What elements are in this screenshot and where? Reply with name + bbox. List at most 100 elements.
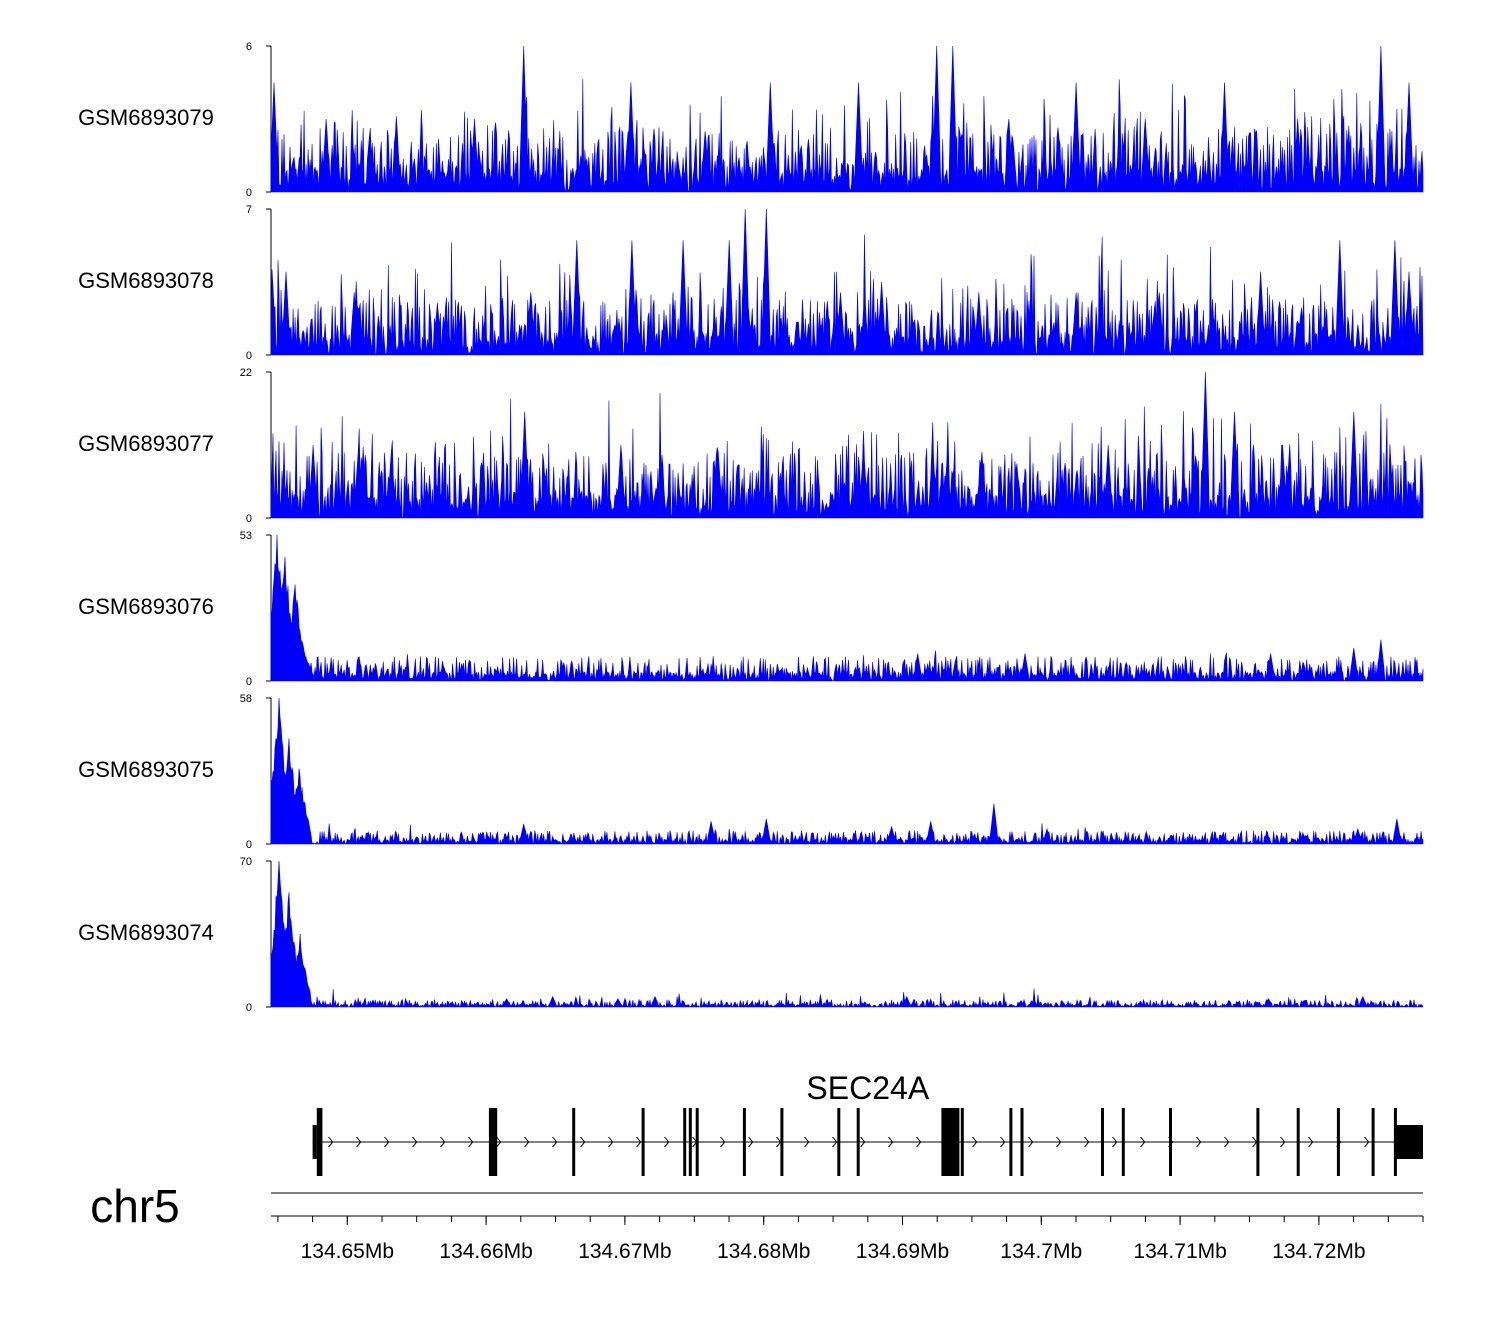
- exon: [641, 1108, 645, 1176]
- track-label: GSM6893074: [78, 920, 214, 945]
- strand-chevron: [1084, 1136, 1090, 1148]
- strand-chevron: [1224, 1136, 1230, 1148]
- strand-chevron: [524, 1136, 530, 1148]
- exon: [1009, 1108, 1013, 1176]
- signal-area: [270, 45, 1424, 193]
- track-label: GSM6893078: [78, 268, 214, 293]
- strand-chevron: [1196, 1136, 1202, 1148]
- strand-chevron: [356, 1136, 362, 1148]
- x-tick-label: 134.65Mb: [301, 1240, 394, 1263]
- strand-chevron: [1364, 1136, 1370, 1148]
- strand-chevron: [664, 1136, 670, 1148]
- y-tick-label-max: 22: [240, 367, 252, 379]
- y-tick-label-min: 0: [246, 187, 252, 199]
- chromosome-label: chr5: [90, 1180, 179, 1232]
- strand-chevron: [468, 1136, 474, 1148]
- exon: [688, 1108, 692, 1176]
- exon: [837, 1108, 841, 1176]
- strand-chevron: [1140, 1136, 1146, 1148]
- exon: [1336, 1108, 1340, 1176]
- gene-name-label: SEC24A: [806, 1070, 929, 1106]
- track-GSM6893079: GSM6893079 6 0: [78, 41, 1424, 199]
- strand-chevron: [440, 1136, 446, 1148]
- strand-chevron: [1112, 1136, 1118, 1148]
- strand-chevron: [384, 1136, 390, 1148]
- exon: [1296, 1108, 1300, 1176]
- x-tick-label: 134.67Mb: [578, 1240, 671, 1263]
- signal-tracks: GSM689307960GSM689307870GSM6893077220GSM…: [78, 41, 1424, 1014]
- y-tick-label-max: 53: [240, 530, 252, 542]
- track-label: GSM6893075: [78, 757, 214, 782]
- strand-chevron: [552, 1136, 558, 1148]
- y-tick-label-max: 6: [246, 41, 252, 53]
- exon: [960, 1108, 964, 1176]
- track-GSM6893074: GSM6893074 70 0: [78, 856, 1424, 1014]
- exon: [488, 1108, 498, 1176]
- exon: [1121, 1108, 1125, 1176]
- strand-chevron: [860, 1136, 866, 1148]
- strand-chevron: [748, 1136, 754, 1148]
- track-GSM6893077: GSM6893077 22 0: [78, 367, 1424, 525]
- strand-chevron: [916, 1136, 922, 1148]
- signal-area: [270, 534, 1424, 682]
- track-GSM6893075: GSM6893075 58 0: [78, 693, 1424, 851]
- exon: [695, 1108, 699, 1176]
- strand-chevron: [1056, 1136, 1062, 1148]
- strand-chevron: [496, 1136, 502, 1148]
- exon: [1256, 1108, 1260, 1176]
- exon: [856, 1108, 860, 1176]
- track-GSM6893078: GSM6893078 7 0: [78, 204, 1424, 362]
- track-label: GSM6893077: [78, 431, 214, 456]
- exon: [1101, 1108, 1104, 1176]
- strand-chevron: [1000, 1136, 1006, 1148]
- signal-area: [270, 208, 1424, 356]
- signal-area: [270, 860, 1424, 1009]
- exon: [780, 1108, 784, 1176]
- strand-chevron: [1028, 1136, 1034, 1148]
- strand-chevron: [832, 1136, 838, 1148]
- exon: [683, 1108, 687, 1176]
- strand-chevron: [972, 1136, 978, 1148]
- signal-area: [270, 697, 1424, 846]
- y-tick-label-min: 0: [246, 1002, 252, 1014]
- track-label: GSM6893076: [78, 594, 214, 619]
- genome-axis: 134.65Mb 134.66Mb 134.67Mb 134.68Mb 134.69Mb…: [271, 1192, 1424, 1263]
- x-tick-label: 134.7Mb: [1000, 1240, 1082, 1263]
- y-tick-label-min: 0: [246, 676, 252, 688]
- exon: [742, 1108, 746, 1176]
- strand-chevron: [580, 1136, 586, 1148]
- exon: [1396, 1125, 1423, 1159]
- strand-chevron: [608, 1136, 614, 1148]
- y-tick-label-max: 7: [246, 204, 252, 216]
- exon: [1020, 1108, 1024, 1176]
- y-tick-label-max: 70: [240, 856, 252, 868]
- strand-chevron: [1280, 1136, 1286, 1148]
- strand-chevron: [720, 1136, 726, 1148]
- strand-chevron: [1308, 1136, 1314, 1148]
- x-tick-label: 134.68Mb: [717, 1240, 810, 1263]
- x-tick-label: 134.66Mb: [439, 1240, 532, 1263]
- exon: [1393, 1108, 1397, 1176]
- exon: [312, 1125, 317, 1159]
- x-tick-label: 134.71Mb: [1133, 1240, 1226, 1263]
- x-tick-label: 134.72Mb: [1272, 1240, 1365, 1263]
- exon: [1169, 1108, 1172, 1176]
- strand-chevron: [888, 1136, 894, 1148]
- exon: [941, 1108, 946, 1176]
- exon: [1371, 1108, 1375, 1176]
- signal-area: [270, 371, 1424, 519]
- exon: [572, 1108, 576, 1176]
- exon: [316, 1108, 323, 1176]
- x-tick-label: 134.69Mb: [856, 1240, 949, 1263]
- strand-chevron: [804, 1136, 810, 1148]
- y-tick-label-max: 58: [240, 693, 252, 705]
- exon: [945, 1108, 960, 1176]
- y-tick-label-min: 0: [246, 839, 252, 851]
- gene-track: SEC24A: [312, 1070, 1423, 1176]
- y-tick-label-min: 0: [246, 350, 252, 362]
- strand-chevron: [328, 1136, 334, 1148]
- y-tick-label-min: 0: [246, 513, 252, 525]
- track-label: GSM6893079: [78, 105, 214, 130]
- strand-chevron: [636, 1136, 642, 1148]
